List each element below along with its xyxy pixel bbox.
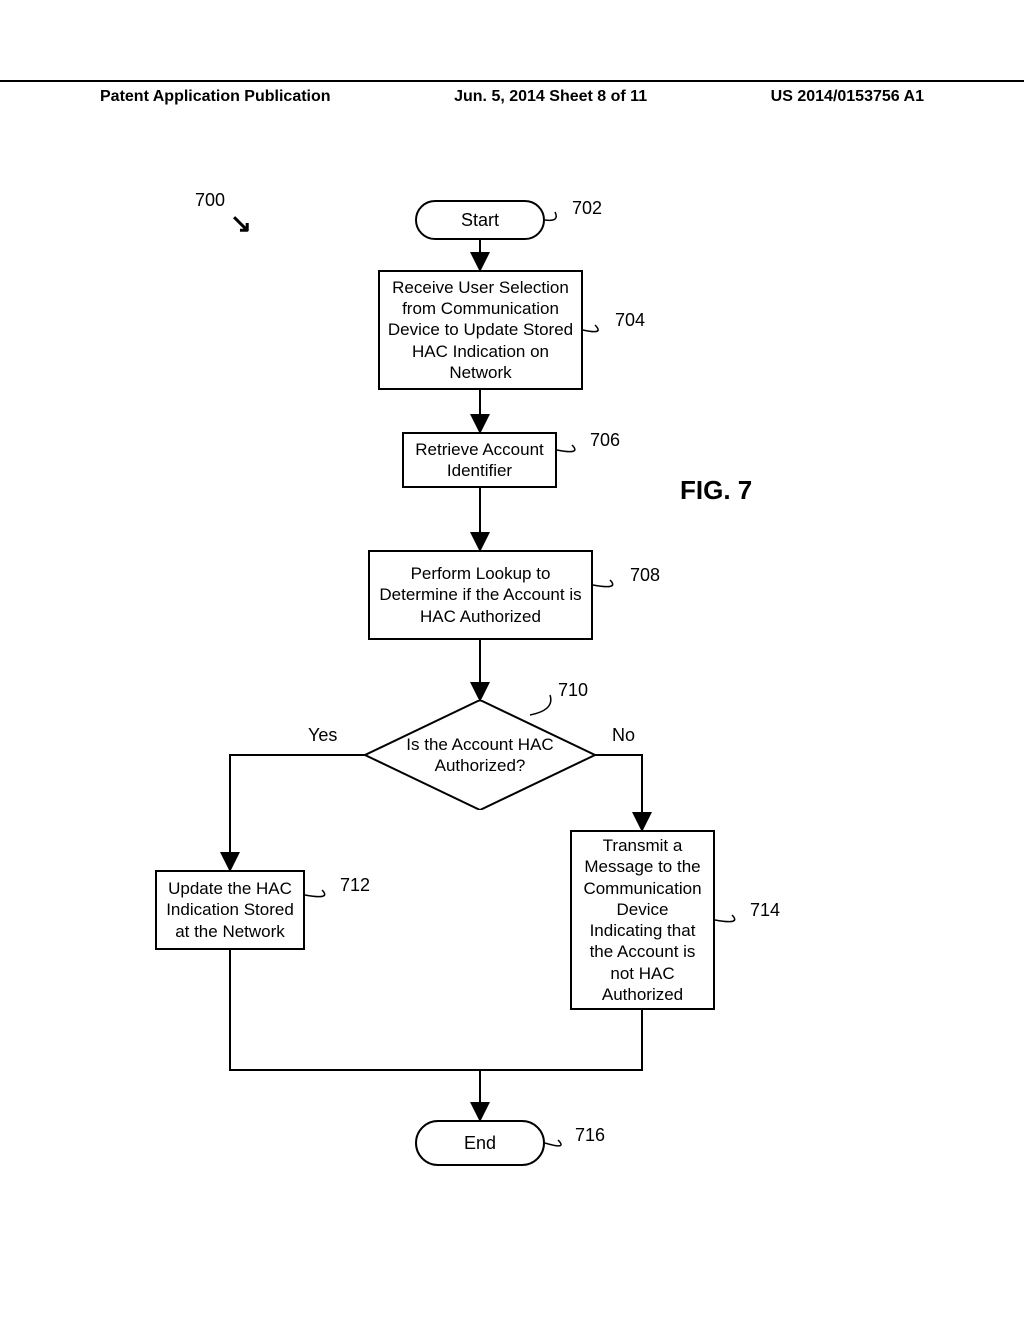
- node-712-text: Update the HAC Indication Stored at the …: [163, 878, 297, 942]
- header-center: Jun. 5, 2014 Sheet 8 of 11: [454, 88, 647, 106]
- page-header: Patent Application Publication Jun. 5, 2…: [0, 80, 1024, 106]
- ref-708: 708: [630, 565, 660, 586]
- ref-716: 716: [575, 1125, 605, 1146]
- header-right: US 2014/0153756 A1: [771, 88, 924, 106]
- ref-702: 702: [572, 198, 602, 219]
- ref-714: 714: [750, 900, 780, 921]
- node-704-text: Receive User Selection from Communicatio…: [386, 277, 575, 383]
- node-start-text: Start: [461, 209, 499, 232]
- decision-no-label: No: [612, 725, 635, 746]
- flowchart-700: 700 ↘ FIG. 7 Start 702 Receive User Sele…: [100, 170, 924, 1220]
- node-708: Perform Lookup to Determine if the Accou…: [368, 550, 593, 640]
- decision-yes-label: Yes: [308, 725, 337, 746]
- ref-706: 706: [590, 430, 620, 451]
- diagram-ref-label: 700: [195, 190, 225, 211]
- node-end-text: End: [464, 1132, 496, 1155]
- node-704: Receive User Selection from Communicatio…: [378, 270, 583, 390]
- node-end: End: [415, 1120, 545, 1166]
- ref-710: 710: [558, 680, 588, 701]
- ref-712: 712: [340, 875, 370, 896]
- node-712: Update the HAC Indication Stored at the …: [155, 870, 305, 950]
- diagram-ref-arrow: ↘: [230, 208, 252, 239]
- node-714: Transmit a Message to the Communication …: [570, 830, 715, 1010]
- node-706-text: Retrieve Account Identifier: [410, 439, 549, 482]
- node-710-text: Is the Account HAC Authorized?: [406, 735, 553, 775]
- header-left: Patent Application Publication: [100, 88, 331, 106]
- node-714-text: Transmit a Message to the Communication …: [578, 835, 707, 1005]
- node-706: Retrieve Account Identifier: [402, 432, 557, 488]
- figure-label: FIG. 7: [680, 475, 752, 506]
- ref-704: 704: [615, 310, 645, 331]
- node-708-text: Perform Lookup to Determine if the Accou…: [376, 563, 585, 627]
- node-710: Is the Account HAC Authorized?: [365, 700, 595, 810]
- node-start: Start: [415, 200, 545, 240]
